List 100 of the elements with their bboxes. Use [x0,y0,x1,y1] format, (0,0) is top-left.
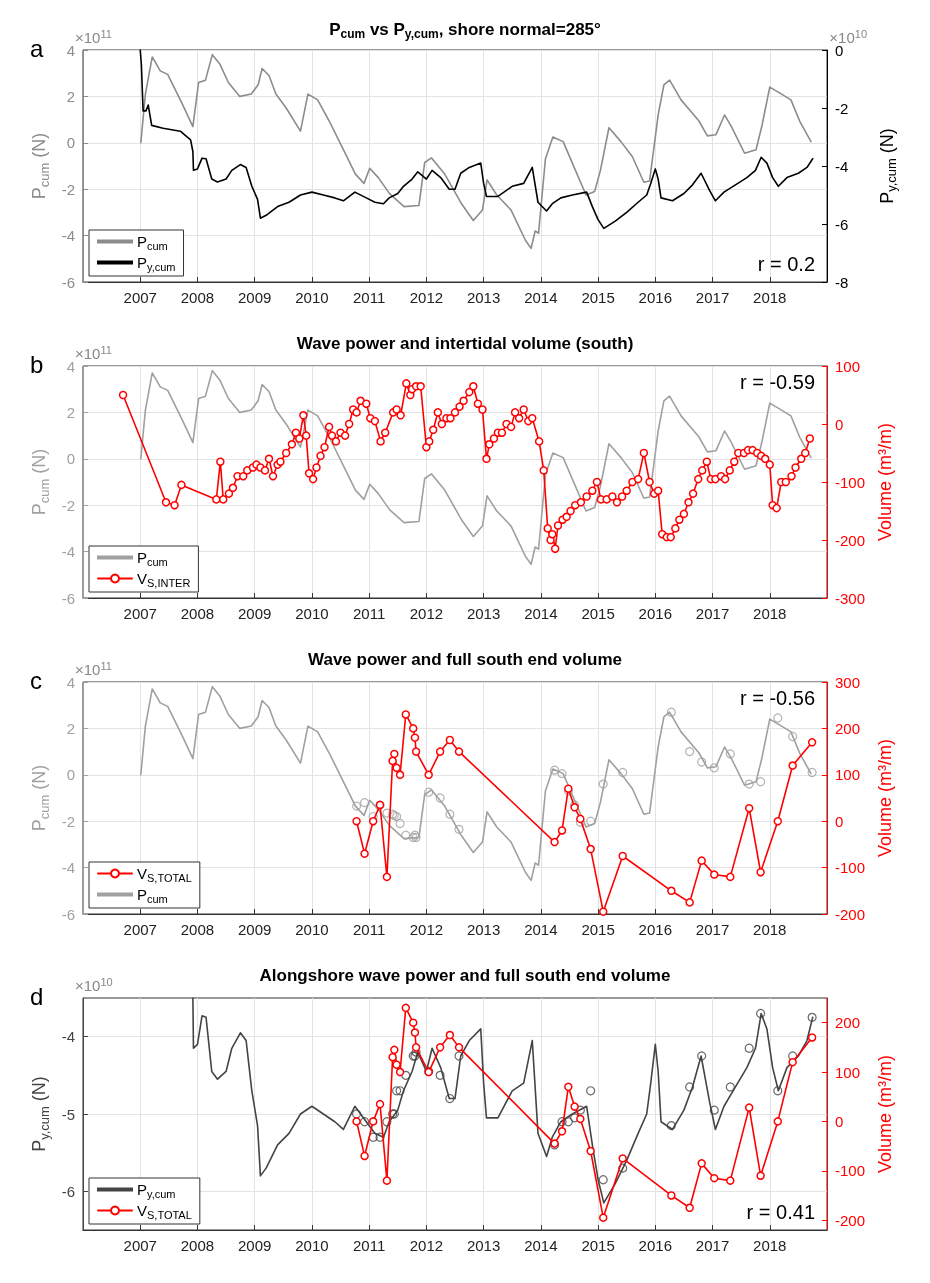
point [549,765,560,775]
x-tick-label: 2013 [466,921,501,938]
x-tick-label: 2010 [295,1237,329,1254]
point [744,803,754,813]
x-tick-label: 2011 [353,1237,386,1254]
point [368,1117,378,1126]
point [726,872,735,882]
point [697,856,706,865]
y-tick-label: -2 [61,180,75,198]
x-tick-label: 2010 [295,605,329,622]
text: d [30,982,44,1010]
y2-tick-label: -100 [835,859,866,877]
y-tick-label: 4 [66,41,75,59]
point [454,1051,464,1061]
point [390,1045,399,1055]
point [807,767,817,778]
point [685,747,695,757]
point [359,798,370,808]
y-tick-label: 2 [66,87,75,105]
point [395,818,405,829]
point [401,830,411,840]
point [666,707,676,717]
y-tick-label: 2 [66,403,75,421]
point [351,1109,362,1119]
x-tick-label: 2014 [524,921,558,938]
y-tick-label: -4 [61,859,75,877]
point [570,1102,579,1111]
y2-tick-label: -6 [835,215,849,233]
point [788,1057,797,1067]
point [709,763,719,773]
point [360,849,369,858]
x-tick-label: 2018 [753,921,787,938]
y2-tick-label: 100 [835,766,861,784]
point [557,826,567,835]
point [744,1043,754,1053]
point [773,1086,783,1096]
point [726,1176,735,1185]
y-axis-title: Py,cum (N) [29,1076,52,1152]
point [424,770,433,780]
x-tick-label: 2011 [353,289,386,306]
point [618,1163,628,1173]
y2-tick-label: 0 [835,812,844,830]
point [445,1093,455,1104]
point [401,1070,411,1080]
y-tick-label: -4 [61,227,75,245]
y-tick-label: -4 [61,543,75,561]
point [435,793,445,803]
y-tick-label: -4 [61,1028,75,1046]
point [445,735,455,745]
annotation: r = 0.41 [746,1201,816,1223]
x-tick-label: 2009 [238,921,272,938]
point [550,837,559,847]
x-tick-label: 2012 [409,605,444,622]
point [557,1117,567,1127]
y-tick-label: -6 [61,273,75,291]
point [445,809,455,819]
x-tick-label: 2008 [180,289,215,306]
y2-tick-label: -4 [835,157,849,175]
point [756,867,765,877]
point [744,779,754,789]
y2-tick-label: 300 [835,673,861,691]
point [445,1030,455,1040]
x-tick-label: 2009 [238,289,272,306]
point [368,1132,378,1142]
point [788,731,798,742]
x-tick-label: 2015 [581,1237,615,1254]
point [392,1060,401,1069]
chart-title: Wave power and full south end volume [308,650,622,669]
y2-tick-label: -200 [835,531,866,549]
point [697,1051,707,1061]
point [390,749,399,759]
point [807,1033,817,1042]
x-tick-label: 2011 [353,921,386,938]
x-tick-label: 2008 [180,921,215,938]
point [697,757,707,767]
point [408,1018,418,1027]
point [392,811,402,822]
point [697,1159,706,1168]
x-tick-label: 2016 [638,605,672,622]
point [375,1099,385,1109]
point [756,777,766,787]
point [410,733,420,742]
x-tick-label: 2013 [466,605,501,622]
x-tick-label: 2008 [180,605,215,622]
y-tick-label: -6 [61,1182,75,1200]
point [408,724,418,733]
point [807,738,817,747]
chart-title: Alongshore wave power and full south end volume [259,966,671,985]
point [807,1012,817,1022]
point [667,886,676,896]
point [382,872,392,882]
y-tick-label: 2 [66,719,75,737]
point [401,1003,411,1013]
x-tick-label: 2015 [581,289,615,306]
point [773,713,783,723]
point [685,1082,695,1092]
x-tick-label: 2018 [753,289,787,306]
point [586,844,595,854]
point [744,1103,754,1112]
point [435,1043,445,1052]
